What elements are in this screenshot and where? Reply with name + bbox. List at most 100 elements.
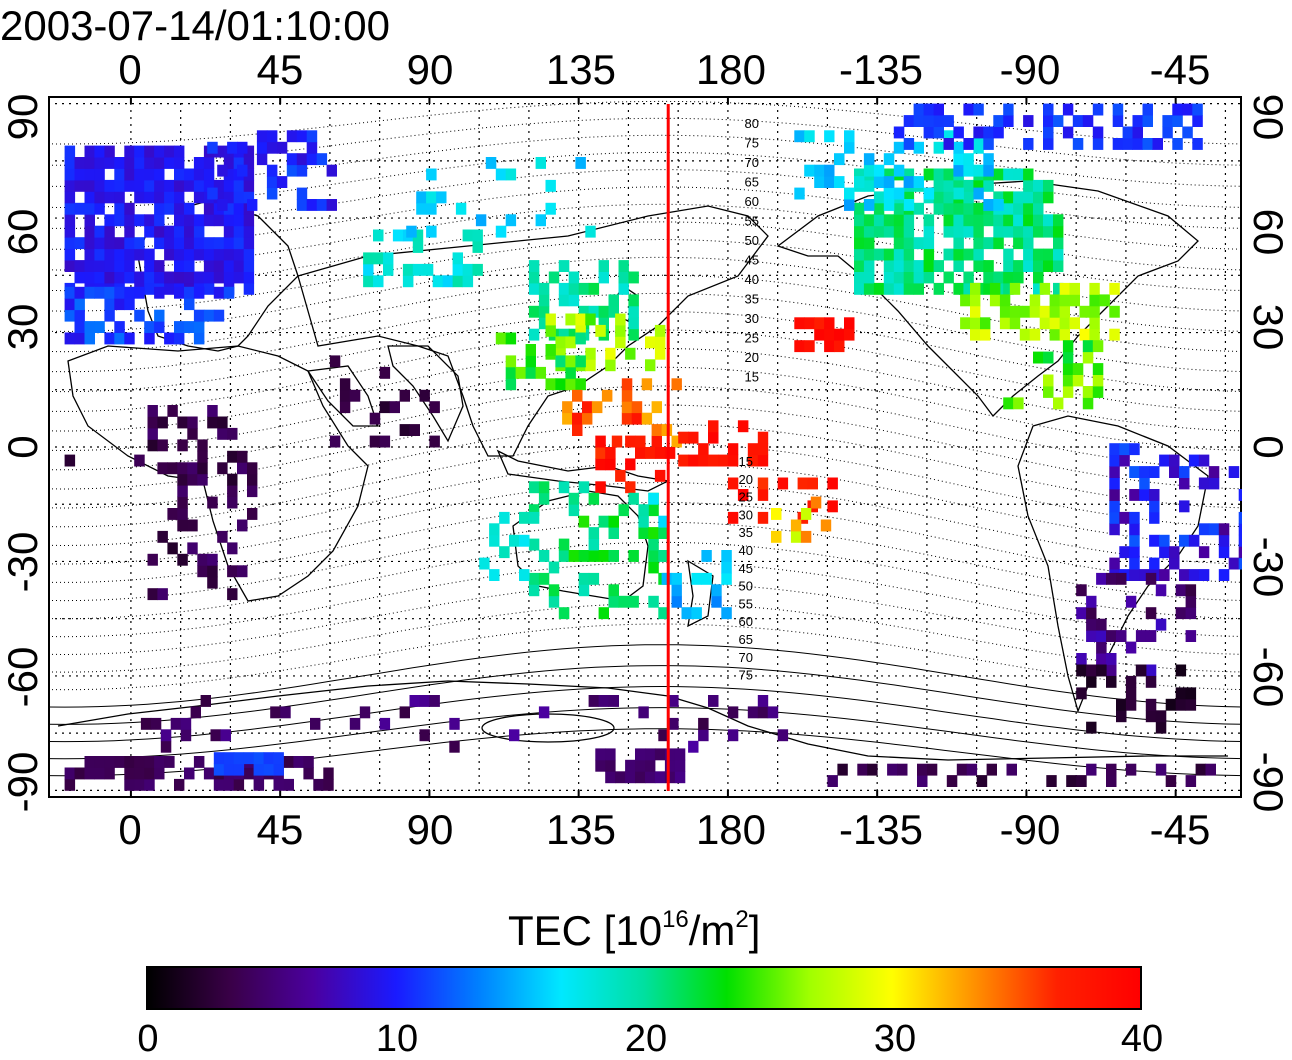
- tec-data-cell: [1185, 607, 1197, 620]
- tec-data-cell: [223, 225, 235, 238]
- tec-data-cell: [84, 321, 95, 333]
- tec-data-cell: [104, 756, 115, 768]
- tec-data-cell: [114, 237, 125, 250]
- tec-data-cell: [635, 435, 646, 448]
- tec-data-cell: [582, 401, 593, 414]
- tec-data-cell: [187, 427, 198, 440]
- tec-data-cell: [1013, 271, 1024, 284]
- tec-data-cell: [598, 271, 609, 284]
- tec-data-cell: [1185, 775, 1197, 787]
- tec-data-cell: [164, 756, 175, 768]
- tec-data-cell: [114, 260, 125, 272]
- tec-data-cell: [233, 752, 245, 765]
- tec-data-cell: [1033, 179, 1044, 192]
- tec-data-cell: [933, 179, 944, 192]
- tec-data-cell: [1079, 305, 1090, 318]
- top-lon-label: 90: [406, 46, 454, 93]
- tec-data-cell: [933, 115, 944, 127]
- tec-data-cell: [1119, 443, 1130, 456]
- top-lon-label: 45: [256, 46, 304, 93]
- tec-data-cell: [1106, 630, 1117, 642]
- tec-data-cell: [654, 771, 666, 784]
- tec-data-cell: [1059, 328, 1070, 341]
- tec-data-cell: [1119, 454, 1130, 467]
- tec-data-cell: [1159, 534, 1170, 547]
- tec-data-cell: [625, 435, 636, 448]
- tec-data-cell: [167, 542, 178, 555]
- tec-data-cell: [84, 271, 95, 284]
- tec-data-cell: [1109, 489, 1120, 501]
- tec-data-cell: [608, 527, 619, 539]
- tec-data-cell: [227, 588, 238, 601]
- tec-data-cell: [114, 214, 125, 227]
- tec-data-cell: [207, 416, 218, 429]
- tec-data-cell: [223, 260, 235, 272]
- contour-label: 60: [739, 614, 753, 629]
- contour-label: 70: [745, 155, 759, 170]
- tec-data-cell: [980, 328, 991, 341]
- tec-data-cell: [1175, 607, 1187, 620]
- tec-data-cell: [645, 447, 656, 459]
- tec-data-cell: [1029, 328, 1041, 341]
- tec-data-cell: [223, 179, 235, 192]
- tec-data-cell: [747, 706, 759, 719]
- tec-data-cell: [462, 275, 474, 288]
- tec-data-cell: [472, 229, 483, 242]
- tec-data-cell: [349, 389, 361, 402]
- tec-data-cell: [124, 248, 135, 261]
- tec-data-cell: [953, 282, 964, 295]
- tec-data-cell: [177, 462, 188, 475]
- tec-data-cell: [1109, 466, 1120, 478]
- tec-data-cell: [800, 508, 812, 520]
- tec-data-cell: [316, 153, 328, 166]
- tec-data-cell: [873, 176, 885, 188]
- tec-data-cell: [727, 454, 739, 467]
- tec-data-cell: [558, 538, 570, 551]
- tec-data-cell: [134, 271, 145, 284]
- tec-data-cell: [1132, 115, 1143, 127]
- tec-data-cell: [306, 130, 318, 143]
- tec-data-cell: [1119, 511, 1130, 524]
- tec-data-cell: [154, 145, 165, 158]
- tec-data-cell: [104, 767, 115, 780]
- tec-data-cell: [1175, 664, 1187, 677]
- tec-data-cell: [1119, 546, 1130, 559]
- top-lon-label: -90: [999, 46, 1061, 93]
- tec-data-cell: [237, 164, 248, 177]
- tec-data-cell: [548, 595, 560, 608]
- tec-data-cell: [698, 454, 709, 467]
- tec-data-cell: [618, 504, 629, 517]
- tec-data-cell: [999, 294, 1011, 307]
- tec-data-cell: [399, 424, 410, 436]
- tec-data-cell: [64, 454, 76, 467]
- tec-data-cell: [883, 271, 895, 284]
- contour-label: 50: [739, 579, 753, 594]
- tec-data-cell: [1086, 607, 1097, 620]
- tec-data-cell: [429, 435, 440, 448]
- tec-data-cell: [164, 237, 175, 250]
- tec-data-cell: [114, 191, 125, 204]
- tec-data-cell: [641, 412, 653, 425]
- top-lon-label: 135: [545, 46, 617, 93]
- tec-data-cell: [903, 271, 915, 284]
- tec-data-cell: [698, 729, 709, 742]
- tec-data-cell: [452, 252, 463, 265]
- tec-data-cell: [177, 496, 188, 509]
- tec-data-cell: [1218, 546, 1230, 559]
- tec-data-cell: [104, 145, 115, 158]
- contour-line: [48, 602, 1242, 673]
- tec-data-cell: [515, 366, 527, 379]
- tec-data-cell: [104, 179, 115, 192]
- tec-data-cell: [1099, 294, 1110, 307]
- tec-data-cell: [933, 202, 944, 215]
- tec-data-cell: [645, 759, 656, 772]
- tec-data-cell: [134, 214, 145, 227]
- tec-data-cell: [628, 550, 639, 562]
- tec-data-cell: [177, 439, 188, 452]
- tec-data-cell: [883, 176, 895, 188]
- tec-data-cell: [144, 260, 155, 272]
- top-lon-label: -45: [1149, 46, 1211, 93]
- tec-data-cell: [475, 214, 487, 227]
- tec-data-cell: [184, 286, 195, 299]
- tec-data-cell: [286, 130, 298, 143]
